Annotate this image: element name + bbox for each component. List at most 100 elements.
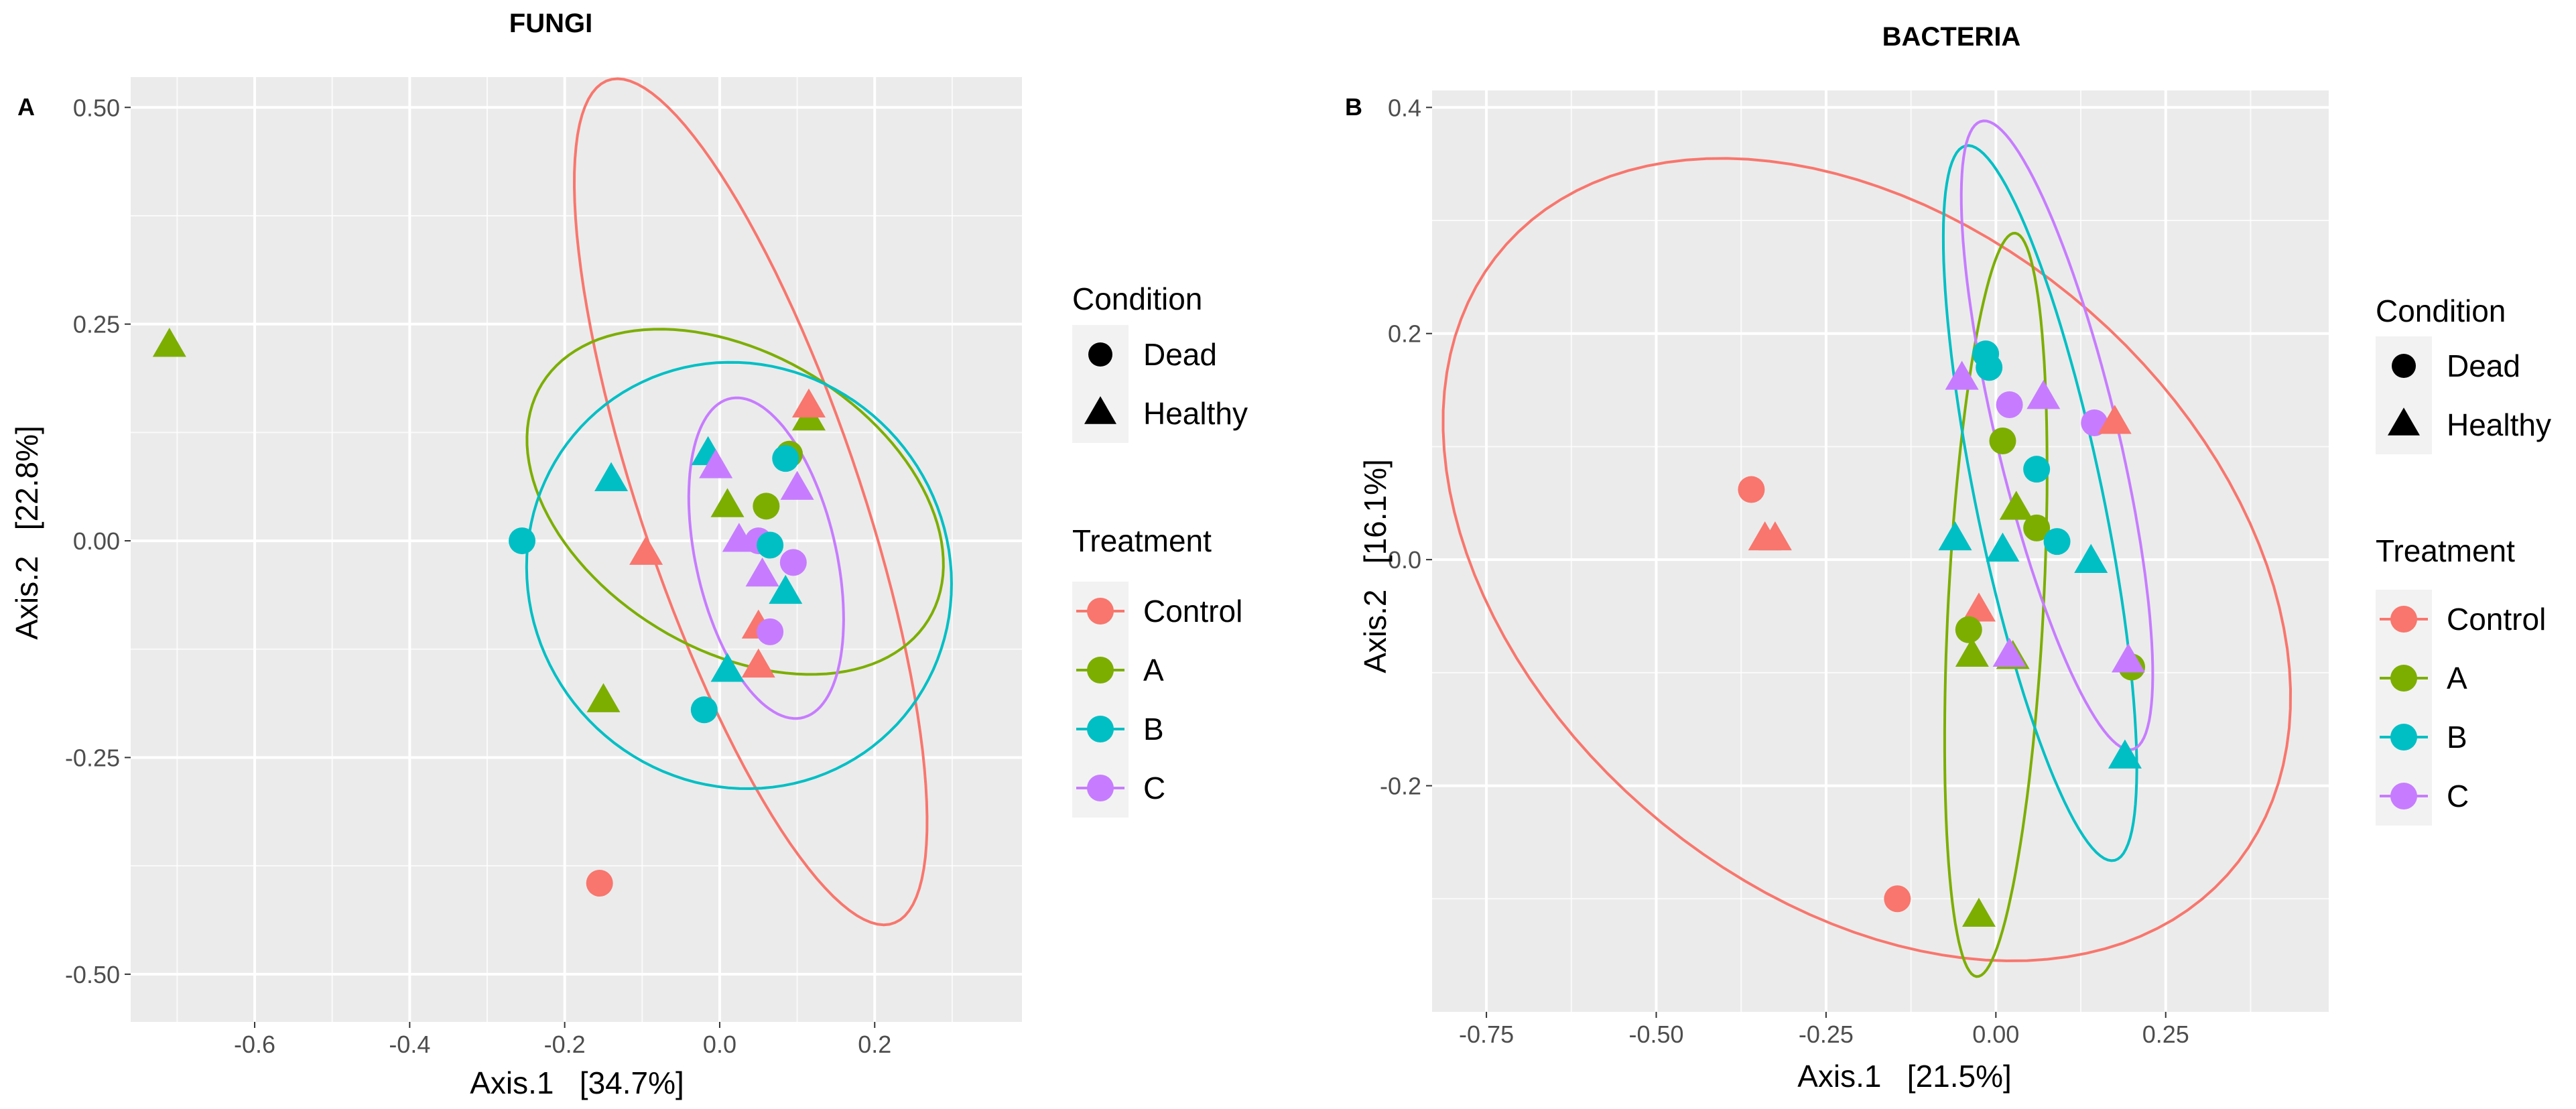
fungi-y-tick-label: 0.00 <box>73 527 120 555</box>
bacteria-ellipse-c <box>1959 119 2154 751</box>
fungi-x-tick-label: 0.2 <box>858 1031 891 1058</box>
bacteria-panel: -0.75 -0.50 -0.25 0.00 0.250.40.20.0-0.2 BAC… <box>1345 22 2551 1094</box>
fungi-points <box>152 328 826 897</box>
bacteria-x-tick-label: -0.50 <box>1628 1021 1683 1048</box>
bacteria-legend-symbol-circle <box>2392 354 2416 378</box>
bacteria-legend-label-healthy: Healthy <box>2447 407 2551 442</box>
bacteria-point-dead-b <box>2043 528 2071 556</box>
bacteria-legend-dot-b <box>2390 724 2417 751</box>
fungi-panel-label: A <box>17 93 35 121</box>
bacteria-ellipse-a <box>1943 231 2049 978</box>
bacteria-legend-label-a: A <box>2447 661 2467 696</box>
fungi-point-dead-control <box>586 870 613 897</box>
bacteria-point-healthy-b <box>2074 543 2108 573</box>
bacteria-legend-symbol-triangle <box>2388 407 2420 436</box>
bacteria-legend-dot-c <box>2390 783 2417 809</box>
bacteria-point-healthy-a <box>1961 897 1996 927</box>
bacteria-y-tick-label: 0.2 <box>1388 320 1421 348</box>
fungi-x-tick-label: -0.2 <box>544 1031 586 1058</box>
fungi-ellipse-control <box>572 77 929 927</box>
bacteria-x-axis-label: Axis.1 [21.5%] <box>1797 1059 2012 1094</box>
fungi-point-dead-b <box>509 527 536 555</box>
fungi-point-dead-c <box>779 549 807 576</box>
fungi-panel: -0.6 -0.4 -0.2 0.0 0.2 0.50 0.25 0.00 -0.25 -0.50… <box>9 9 1248 1100</box>
bacteria-x-tick-label: -0.25 <box>1799 1021 1854 1048</box>
fungi-legend-condition-title: Condition <box>1072 281 1202 316</box>
bacteria-x-tick-label: -0.75 <box>1459 1021 1514 1048</box>
fungi-legend-dot-a <box>1087 657 1114 683</box>
bacteria-point-healthy-c <box>1992 637 2026 667</box>
fungi-point-healthy-control <box>791 388 826 418</box>
fungi-point-healthy-a <box>586 683 621 712</box>
bacteria-point-healthy-b <box>1986 532 2020 562</box>
fungi-point-dead-b <box>690 696 718 724</box>
bacteria-point-healthy-control <box>1961 592 1996 622</box>
bacteria-point-dead-control <box>1738 476 1765 503</box>
fungi-point-healthy-b <box>594 462 629 491</box>
bacteria-point-healthy-a <box>1955 637 1989 667</box>
bacteria-point-healthy-a <box>1999 491 2033 520</box>
bacteria-point-healthy-b <box>1938 521 1972 551</box>
fungi-point-dead-b <box>757 531 784 559</box>
fungi-plot-area: -0.6 -0.4 -0.2 0.0 0.2 0.50 0.25 0.00 -0.25 -0.50 <box>65 77 1022 1058</box>
fungi-point-healthy-b <box>769 574 803 604</box>
bacteria-point-healthy-control <box>2098 405 2132 434</box>
fungi-point-healthy-c <box>780 470 814 500</box>
bacteria-point-dead-b <box>1976 354 2003 381</box>
bacteria-point-dead-a <box>1989 428 2016 455</box>
bacteria-legend-dot-control <box>2390 606 2417 633</box>
bacteria-y-tick-label: 0.0 <box>1388 546 1421 574</box>
bacteria-point-healthy-c <box>2111 643 2145 673</box>
fungi-y-tick-label: 0.25 <box>73 311 120 338</box>
bacteria-point-healthy-c <box>1945 361 1979 390</box>
fungi-point-healthy-control <box>741 648 775 678</box>
bacteria-chart-title: BACTERIA <box>1882 22 2021 52</box>
fungi-legend-symbol-circle <box>1088 342 1112 367</box>
fungi-y-tick-label: -0.25 <box>65 744 120 771</box>
fungi-y-tick-label: -0.50 <box>65 961 120 988</box>
bacteria-legend-condition-title: Condition <box>2376 293 2506 328</box>
fungi-ellipse-a <box>525 328 945 676</box>
fungi-point-healthy-a <box>710 488 745 517</box>
fungi-point-healthy-a <box>152 328 186 357</box>
bacteria-legend-label-control: Control <box>2447 602 2546 637</box>
bacteria-point-healthy-control <box>1758 521 1792 551</box>
bacteria-legend-label-c: C <box>2447 779 2469 813</box>
bacteria-gridlines <box>1432 90 2329 1012</box>
bacteria-x-tick-label: 0.00 <box>1972 1021 2019 1048</box>
bacteria-legend-label-b: B <box>2447 720 2467 755</box>
bacteria-plot-background <box>1432 90 2329 1012</box>
bacteria-legend: Condition Treatment Dead Healthy Control AB… <box>2376 293 2551 826</box>
fungi-point-dead-b <box>772 445 799 472</box>
fungi-legend-label-c: C <box>1143 771 1165 805</box>
bacteria-point-healthy-b <box>2108 739 2142 769</box>
bacteria-point-dead-b <box>2023 456 2051 483</box>
fungi-point-healthy-control <box>629 535 663 565</box>
bacteria-x-tick-label: 0.25 <box>2142 1021 2189 1048</box>
bacteria-axes: -0.75 -0.50 -0.25 0.00 0.25 0.4 0.2 0.0 -0.2 <box>1380 94 2189 1048</box>
fungi-legend-label-dead: Dead <box>1143 337 1217 372</box>
fungi-legend-label-b: B <box>1143 712 1164 746</box>
bacteria-plot-area: -0.75 -0.50 -0.25 0.00 0.25 0.4 0.2 0.0 -0.2 <box>1380 90 2329 1048</box>
bacteria-y-axis-label: Axis.2 [16.1%] <box>1358 459 1393 673</box>
fungi-y-tick-label: 0.50 <box>73 94 120 121</box>
bacteria-ellipse-control <box>1441 157 2293 962</box>
fungi-point-healthy-b <box>710 653 745 682</box>
bacteria-y-tick-label: -0.2 <box>1380 773 1421 800</box>
fungi-x-axis-label: Axis.1 [34.7%] <box>470 1065 684 1100</box>
fungi-point-dead-a <box>753 493 780 520</box>
bacteria-point-dead-a <box>2023 514 2051 541</box>
fungi-chart-title: FUNGI <box>509 9 592 38</box>
fungi-y-axis-label: Axis.2 [22.8%] <box>9 426 44 640</box>
fungi-legend-symbol-triangle <box>1084 396 1116 424</box>
fungi-legend-label-a: A <box>1143 653 1164 688</box>
bacteria-point-dead-c <box>1996 391 2023 419</box>
fungi-x-tick-label: -0.6 <box>234 1031 275 1058</box>
bacteria-point-dead-control <box>1884 885 1911 913</box>
fungi-point-healthy-c <box>745 557 779 587</box>
fungi-x-tick-label: 0.0 <box>703 1031 736 1058</box>
bacteria-legend-label-dead: Dead <box>2447 348 2520 383</box>
bacteria-y-tick-label: 0.4 <box>1388 94 1421 121</box>
bacteria-points <box>1738 340 2146 927</box>
